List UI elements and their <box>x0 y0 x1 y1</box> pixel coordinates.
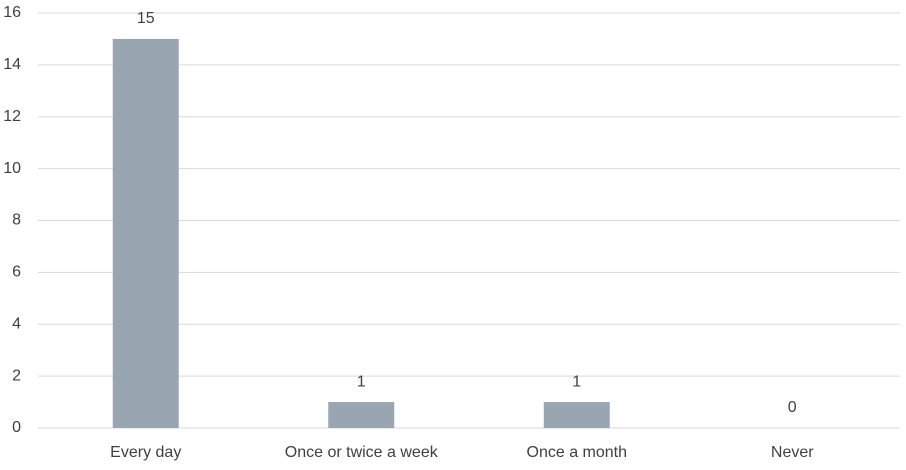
x-tick-label: Once a month <box>527 444 628 461</box>
y-tick-label: 2 <box>12 367 21 384</box>
x-tick-label: Never <box>771 444 814 461</box>
data-label: 1 <box>357 373 366 390</box>
bar <box>543 402 610 428</box>
y-tick-label: 4 <box>12 315 21 332</box>
data-label: 0 <box>788 399 797 416</box>
data-label: 15 <box>137 10 155 27</box>
y-tick-label: 0 <box>12 419 21 436</box>
bar <box>328 402 395 428</box>
y-tick-label: 6 <box>12 264 21 281</box>
data-label: 1 <box>572 373 581 390</box>
y-tick-label: 12 <box>3 108 21 125</box>
y-tick-label: 8 <box>12 212 21 229</box>
x-tick-label: Every day <box>110 444 181 461</box>
x-tick-label: Once or twice a week <box>285 444 439 461</box>
y-tick-label: 16 <box>3 4 21 21</box>
y-tick-label: 10 <box>3 160 21 177</box>
y-tick-label: 14 <box>3 56 21 73</box>
bar <box>112 38 179 428</box>
